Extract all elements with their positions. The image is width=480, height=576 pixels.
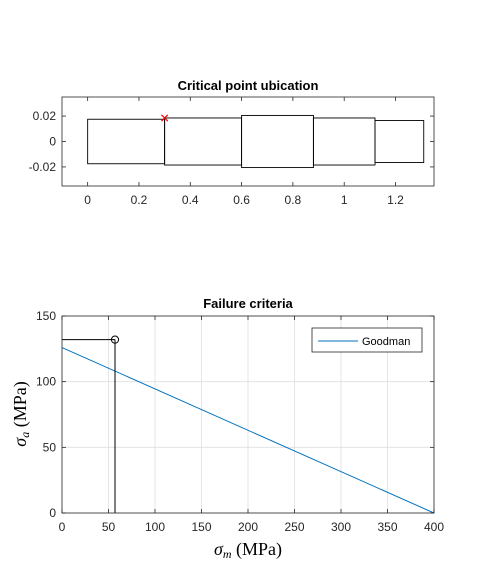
critical-point-marker-b <box>160 114 169 122</box>
chart1-x-tick-labels: 0 0.2 0.4 0.6 0.8 1 1.2 <box>84 193 404 207</box>
chart2-y-tick-label: 0 <box>49 506 56 520</box>
chart2-guide-lines <box>62 339 116 513</box>
chart2-legend: Goodman <box>311 327 423 353</box>
chart2-x-tick-label: 400 <box>424 520 444 534</box>
goodman-line <box>61 347 435 514</box>
chart2-y-tick-labels: 0 50 100 150 <box>36 309 56 520</box>
chart1-y-tick-label: 0.02 <box>33 109 57 123</box>
chart2-operating-point <box>110 335 120 344</box>
chart1-x-tick-label: 0.8 <box>285 193 302 207</box>
chart1-ticks <box>62 97 434 186</box>
chart1-shaft-sections <box>87 114 425 169</box>
chart2-series <box>61 347 435 514</box>
chart1-critical-point <box>160 114 169 122</box>
chart1-x-tick-label: 1 <box>341 193 348 207</box>
chart2-x-tick-labels: 0 50 100 150 200 250 300 350 400 <box>59 520 445 534</box>
failure-criteria-chart: Failure criteria 0 50 100 150 200 250 300 350 40… <box>10 296 444 561</box>
x-label-unit: (MPa) <box>232 539 283 560</box>
chart1-y-tick-label: -0.02 <box>29 160 57 174</box>
chart2-y-axis-label: σa (MPa) <box>10 381 32 446</box>
critical-point-chart: Critical point ubication 0 0.2 0.4 0.6 0.8 1 1… <box>29 78 435 207</box>
operating-point-marker <box>110 335 120 344</box>
chart2-x-tick-label: 0 <box>59 520 66 534</box>
legend-box <box>311 327 423 353</box>
chart1-x-tick-label: 0.2 <box>131 193 148 207</box>
chart2-title: Failure criteria <box>203 296 293 311</box>
chart2-y-tick-label: 100 <box>36 375 56 389</box>
y-label-sub: a <box>18 432 32 438</box>
chart2-y-tick-label: 50 <box>43 440 57 454</box>
chart2-x-tick-label: 200 <box>238 520 258 534</box>
chart2-x-axis-label: σm (MPa) <box>214 539 282 561</box>
chart2-x-tick-label: 150 <box>191 520 211 534</box>
chart1-plot-area <box>61 96 435 187</box>
chart1-x-tick-label: 0 <box>84 193 91 207</box>
chart1-title: Critical point ubication <box>178 78 319 93</box>
y-label-unit: (MPa) <box>10 381 31 432</box>
x-label-sub: m <box>223 547 232 561</box>
chart2-ticks <box>61 315 435 514</box>
chart2-x-tick-label: 100 <box>145 520 165 534</box>
chart2-x-tick-label: 300 <box>331 520 351 534</box>
x-label-sigma: σ <box>214 539 224 559</box>
chart1-x-tick-label: 0.4 <box>182 193 199 207</box>
chart1-x-tick-label: 0.6 <box>233 193 250 207</box>
y-label-sigma: σ <box>10 437 30 447</box>
chart2-x-tick-label: 350 <box>377 520 397 534</box>
chart2-x-tick-label: 250 <box>284 520 304 534</box>
chart1-x-tick-label: 1.2 <box>387 193 404 207</box>
chart2-x-tick-label: 50 <box>102 520 116 534</box>
chart1-y-tick-labels: -0.02 0 0.02 <box>29 109 57 174</box>
legend-goodman-label: Goodman <box>362 336 410 348</box>
chart2-y-tick-label: 150 <box>36 309 56 323</box>
shaft-section <box>374 120 425 163</box>
chart1-y-tick-label: 0 <box>49 135 56 149</box>
